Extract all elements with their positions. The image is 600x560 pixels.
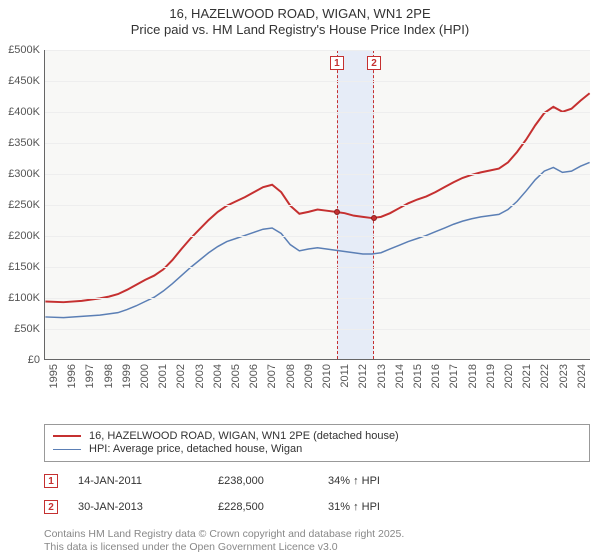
legend-label: HPI: Average price, detached house, Wiga… xyxy=(89,443,302,455)
x-axis-tick-label: 2021 xyxy=(521,364,533,404)
sale-price: £228,500 xyxy=(218,501,308,513)
chart-container: 12 £0£50K£100K£150K£200K£250K£300K£350K£… xyxy=(0,40,600,420)
x-axis-tick-label: 1996 xyxy=(66,364,78,404)
legend-row: 16, HAZELWOOD ROAD, WIGAN, WN1 2PE (deta… xyxy=(53,430,581,442)
sale-marker-icon: 2 xyxy=(44,500,58,514)
x-axis-tick-label: 2001 xyxy=(157,364,169,404)
y-axis-tick-label: £0 xyxy=(0,354,40,366)
sale-marker-box: 2 xyxy=(367,56,381,70)
y-axis-tick-label: £150K xyxy=(0,261,40,273)
x-axis-tick-label: 2000 xyxy=(139,364,151,404)
attribution: Contains HM Land Registry data © Crown c… xyxy=(44,528,590,554)
attribution-line: This data is licensed under the Open Gov… xyxy=(44,541,590,554)
legend: 16, HAZELWOOD ROAD, WIGAN, WN1 2PE (deta… xyxy=(44,424,590,462)
y-axis-tick-label: £500K xyxy=(0,44,40,56)
sale-date: 14-JAN-2011 xyxy=(78,475,198,487)
x-axis-tick-label: 2018 xyxy=(467,364,479,404)
sale-marker-dot xyxy=(334,209,340,215)
x-axis-tick-label: 2017 xyxy=(448,364,460,404)
x-axis-tick-label: 2024 xyxy=(576,364,588,404)
sale-date: 30-JAN-2013 xyxy=(78,501,198,513)
y-axis-tick-label: £100K xyxy=(0,292,40,304)
series-line-hpi xyxy=(45,162,589,317)
sale-row: 2 30-JAN-2013 £228,500 31% ↑ HPI xyxy=(44,496,590,522)
x-axis-tick-label: 2016 xyxy=(430,364,442,404)
y-axis-tick-label: £450K xyxy=(0,75,40,87)
y-axis-tick-label: £50K xyxy=(0,323,40,335)
x-axis-tick-label: 1997 xyxy=(84,364,96,404)
y-axis-tick-label: £250K xyxy=(0,199,40,211)
sale-hpi-note: 31% ↑ HPI xyxy=(328,501,428,513)
x-axis-tick-label: 2008 xyxy=(285,364,297,404)
title-address: 16, HAZELWOOD ROAD, WIGAN, WN1 2PE xyxy=(0,6,600,22)
x-axis-tick-label: 2013 xyxy=(376,364,388,404)
legend-row: HPI: Average price, detached house, Wiga… xyxy=(53,443,581,455)
x-axis-tick-label: 2023 xyxy=(558,364,570,404)
x-axis-tick-label: 2005 xyxy=(230,364,242,404)
x-axis-tick-label: 2002 xyxy=(175,364,187,404)
x-axis-tick-label: 2012 xyxy=(357,364,369,404)
x-axis-tick-label: 1998 xyxy=(103,364,115,404)
y-axis-tick-label: £400K xyxy=(0,106,40,118)
series-line-price_paid xyxy=(45,93,589,302)
legend-swatch-price xyxy=(53,435,81,437)
attribution-line: Contains HM Land Registry data © Crown c… xyxy=(44,528,590,541)
sale-price: £238,000 xyxy=(218,475,308,487)
x-axis-tick-label: 2019 xyxy=(485,364,497,404)
x-axis-tick-label: 2006 xyxy=(248,364,260,404)
x-axis-tick-label: 2007 xyxy=(266,364,278,404)
x-axis-tick-label: 2010 xyxy=(321,364,333,404)
sale-row: 1 14-JAN-2011 £238,000 34% ↑ HPI xyxy=(44,470,590,496)
x-axis-tick-label: 2022 xyxy=(539,364,551,404)
x-axis-tick-label: 2004 xyxy=(212,364,224,404)
chart-title-block: 16, HAZELWOOD ROAD, WIGAN, WN1 2PE Price… xyxy=(0,0,600,39)
y-axis-tick-label: £350K xyxy=(0,137,40,149)
y-axis-tick-label: £200K xyxy=(0,230,40,242)
sale-marker-box: 1 xyxy=(330,56,344,70)
legend-swatch-hpi xyxy=(53,449,81,450)
x-axis-tick-label: 2020 xyxy=(503,364,515,404)
x-axis-tick-label: 2015 xyxy=(412,364,424,404)
legend-label: 16, HAZELWOOD ROAD, WIGAN, WN1 2PE (deta… xyxy=(89,430,399,442)
x-axis-tick-label: 2011 xyxy=(339,364,351,404)
sales-table: 1 14-JAN-2011 £238,000 34% ↑ HPI 2 30-JA… xyxy=(44,470,590,522)
x-axis-tick-label: 1995 xyxy=(48,364,60,404)
x-axis-tick-label: 2003 xyxy=(194,364,206,404)
sale-hpi-note: 34% ↑ HPI xyxy=(328,475,428,487)
x-axis-tick-label: 2009 xyxy=(303,364,315,404)
plot-area: 12 xyxy=(44,50,590,360)
sale-marker-icon: 1 xyxy=(44,474,58,488)
x-axis-tick-label: 2014 xyxy=(394,364,406,404)
title-subtitle: Price paid vs. HM Land Registry's House … xyxy=(0,22,600,38)
x-axis-tick-label: 1999 xyxy=(121,364,133,404)
sale-marker-dot xyxy=(371,215,377,221)
y-axis-tick-label: £300K xyxy=(0,168,40,180)
